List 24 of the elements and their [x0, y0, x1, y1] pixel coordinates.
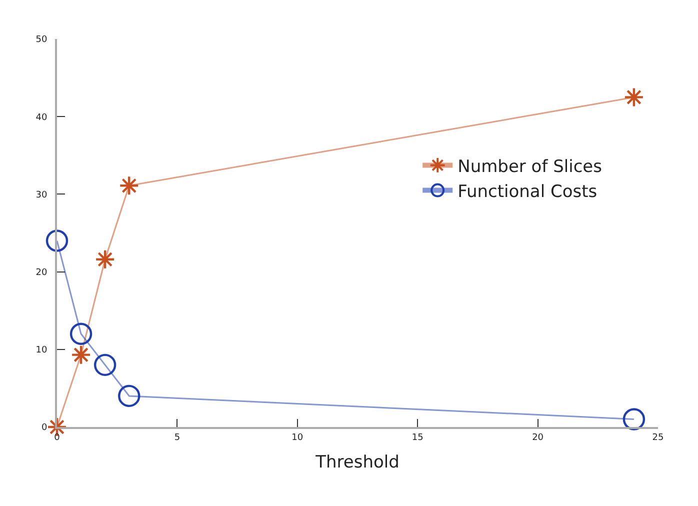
x-tick-label: 20 [532, 432, 544, 443]
legend-label: Number of Slices [458, 156, 602, 177]
x-tick-label: 0 [54, 432, 60, 443]
point [119, 176, 140, 196]
point [46, 230, 68, 252]
y-tick-label: 30 [36, 190, 48, 200]
point [70, 344, 92, 365]
x-tick-label: 5 [174, 432, 180, 443]
point [94, 354, 116, 376]
legend-label: Functional Costs [458, 182, 598, 202]
y-tick-label: 50 [36, 35, 48, 46]
y-tick-label: 0 [41, 423, 48, 434]
x-tick-label: 10 [292, 432, 304, 443]
y-tick-label: 40 [36, 112, 48, 123]
x-tick-label: 25 [652, 432, 664, 443]
x-tick-label: 15 [412, 432, 424, 443]
y-tick-label: 20 [36, 268, 48, 278]
point [624, 87, 644, 108]
point [622, 408, 646, 430]
y-tick-label: 10 [36, 346, 48, 356]
point [118, 384, 140, 408]
point [70, 322, 92, 345]
point [94, 249, 116, 270]
x-axis-title: Threshold [314, 452, 400, 473]
